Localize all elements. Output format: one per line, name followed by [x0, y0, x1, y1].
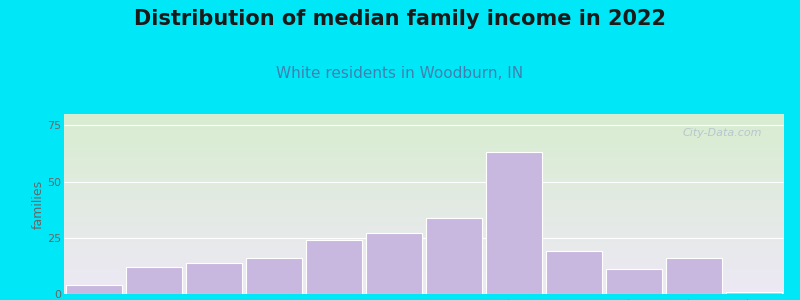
Bar	[426, 218, 482, 294]
Bar	[546, 251, 602, 294]
Bar	[186, 262, 242, 294]
Y-axis label: families: families	[31, 179, 44, 229]
Bar	[126, 267, 182, 294]
Bar	[66, 285, 122, 294]
Bar	[666, 258, 722, 294]
Text: White residents in Woodburn, IN: White residents in Woodburn, IN	[277, 66, 523, 81]
Bar	[726, 292, 782, 294]
Bar	[606, 269, 662, 294]
Bar	[246, 258, 302, 294]
Bar	[306, 240, 362, 294]
Bar	[486, 152, 542, 294]
Bar	[366, 233, 422, 294]
Text: City-Data.com: City-Data.com	[683, 128, 762, 138]
Text: Distribution of median family income in 2022: Distribution of median family income in …	[134, 9, 666, 29]
